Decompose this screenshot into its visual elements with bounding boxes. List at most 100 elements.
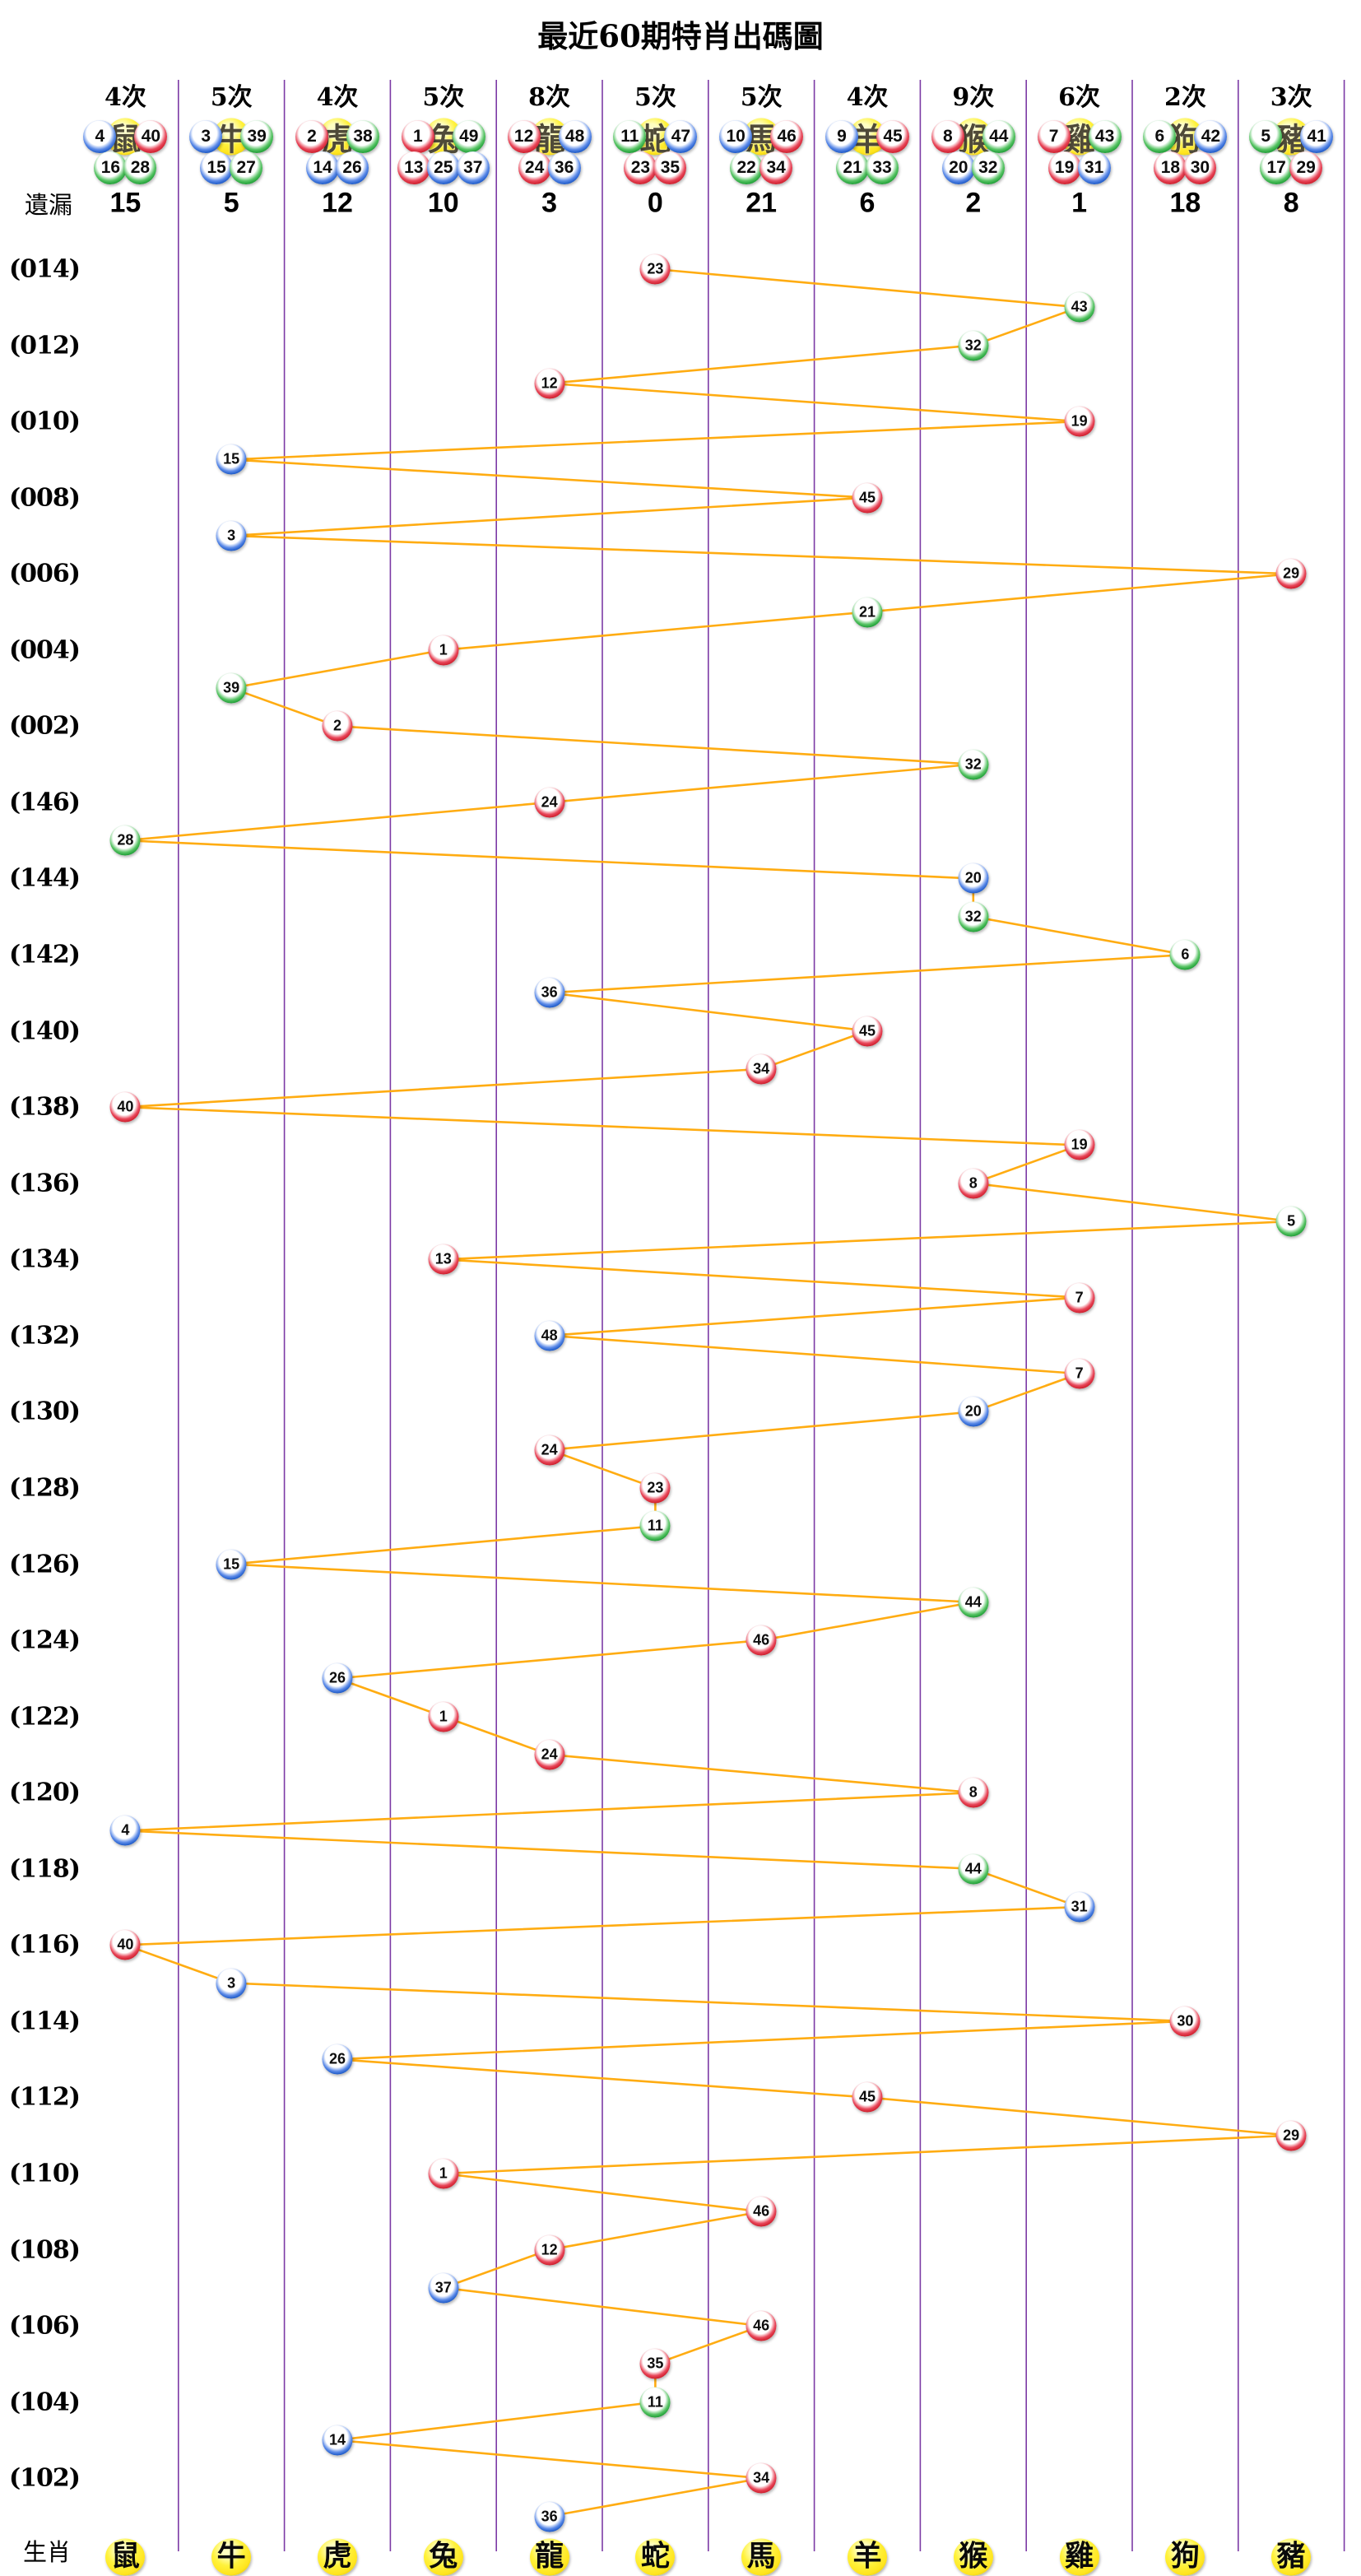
zodiac-footer-char: 鼠	[110, 2540, 140, 2573]
ball-number: 23	[647, 1479, 664, 1496]
header-number-ball: 23	[624, 151, 657, 184]
ball-number: 14	[328, 2431, 346, 2448]
header-number-ball: 45	[876, 120, 909, 153]
header-number-ball: 15	[200, 151, 234, 184]
ball-number: 42	[1201, 127, 1221, 146]
header-number-ball: 8	[931, 120, 964, 153]
times-label: 2次	[1164, 83, 1206, 112]
number-ball: 2	[322, 710, 353, 742]
header-number-ball: 47	[664, 120, 698, 153]
ball-number: 21	[858, 603, 876, 621]
header-number-ball: 39	[240, 120, 274, 153]
number-ball: 19	[1064, 1129, 1095, 1160]
times-label: 3次	[1270, 83, 1312, 112]
header-number-ball: 1	[401, 120, 434, 153]
ball-number: 48	[541, 1327, 558, 1344]
ball-number: 38	[353, 127, 373, 146]
header-number-ball: 42	[1194, 120, 1228, 153]
period-label: (004)	[8, 635, 81, 665]
miss-count: 1	[1071, 187, 1088, 219]
ball-number: 11	[647, 1517, 663, 1534]
miss-count: 0	[647, 187, 663, 219]
zodiac-footer-char: 雞	[1065, 2540, 1094, 2573]
zodiac-footer-char: 馬	[746, 2540, 776, 2573]
period-label: (108)	[8, 2235, 81, 2265]
number-ball: 4	[109, 1815, 141, 1846]
times-label: 5次	[422, 83, 465, 112]
zodiac-footer-char: 羊	[852, 2540, 882, 2573]
header-number-ball: 28	[123, 151, 157, 184]
ball-number: 30	[1177, 2012, 1194, 2030]
ball-number: 6	[1154, 127, 1165, 146]
number-ball: 45	[852, 482, 883, 514]
ball-number: 32	[978, 158, 998, 177]
ball-number: 21	[843, 158, 862, 177]
ball-number: 24	[541, 793, 558, 811]
ball-number: 8	[968, 1783, 978, 1801]
ball-number: 29	[1283, 565, 1300, 582]
ball-number: 30	[1190, 158, 1210, 177]
ball-number: 2	[307, 127, 317, 146]
ball-number: 35	[647, 2355, 664, 2372]
miss-count: 5	[223, 187, 239, 219]
number-ball: 21	[852, 597, 883, 628]
number-ball: 45	[852, 2081, 883, 2113]
ball-number: 36	[541, 983, 558, 1001]
header-number-ball: 33	[866, 151, 899, 184]
miss-count: 15	[109, 187, 142, 219]
header-number-ball: 48	[558, 120, 592, 153]
miss-count: 8	[1283, 187, 1299, 219]
header-number-ball: 17	[1260, 151, 1294, 184]
period-label: (102)	[8, 2463, 81, 2493]
ball-number: 32	[964, 337, 982, 354]
header-number-ball: 34	[759, 151, 793, 184]
ball-number: 17	[1266, 158, 1286, 177]
number-ball: 1	[428, 635, 459, 666]
ball-number: 26	[328, 2050, 346, 2067]
number-ball: 37	[428, 2272, 459, 2304]
times-label: 9次	[952, 83, 995, 112]
zodiac-footer-ball	[635, 2538, 676, 2576]
number-ball: 8	[958, 1168, 989, 1199]
header-number-ball: 43	[1088, 120, 1122, 153]
times-label: 4次	[846, 83, 889, 112]
header-number-ball: 16	[94, 151, 128, 184]
header-number-ball: 2	[295, 120, 328, 153]
ball-number: 36	[554, 158, 574, 177]
ball-number: 20	[949, 158, 968, 177]
number-ball: 11	[639, 1510, 671, 1541]
ball-number: 31	[1071, 1898, 1088, 1915]
ball-number: 5	[1287, 1212, 1296, 1230]
ball-number: 39	[223, 679, 240, 696]
number-ball: 7	[1064, 1282, 1095, 1314]
miss-count: 12	[322, 187, 353, 219]
header-number-ball: 6	[1143, 120, 1177, 153]
period-label: (014)	[8, 254, 81, 284]
ball-number: 24	[524, 158, 545, 177]
miss-row-label: 遺漏	[24, 191, 73, 219]
number-ball: 12	[534, 368, 565, 399]
times-label: 6次	[1058, 83, 1101, 112]
ball-number: 1	[439, 2164, 448, 2182]
ball-number: 20	[964, 869, 982, 886]
zodiac-footer-ball	[1059, 2538, 1099, 2576]
number-ball: 23	[639, 1472, 671, 1504]
ball-number: 43	[1094, 127, 1115, 146]
zodiac-footer-ball	[1271, 2538, 1312, 2576]
period-label: (146)	[8, 788, 81, 817]
period-label: (122)	[8, 1702, 81, 1732]
ball-number: 28	[130, 158, 151, 177]
ball-number: 6	[1181, 946, 1190, 963]
ball-number: 33	[872, 158, 892, 177]
period-label: (002)	[8, 711, 81, 741]
zodiac-footer-ball	[318, 2538, 357, 2576]
ball-number: 2	[332, 717, 341, 734]
zodiac-footer-char: 豬	[1276, 2540, 1306, 2573]
zodiac-footer-ball	[529, 2538, 569, 2576]
header-number-ball: 41	[1300, 120, 1334, 153]
ball-number: 1	[439, 1708, 448, 1725]
header-number-ball: 46	[770, 120, 804, 153]
zodiac-footer-ball	[211, 2538, 252, 2576]
ball-number: 19	[1054, 158, 1075, 177]
times-label: 5次	[210, 83, 253, 112]
